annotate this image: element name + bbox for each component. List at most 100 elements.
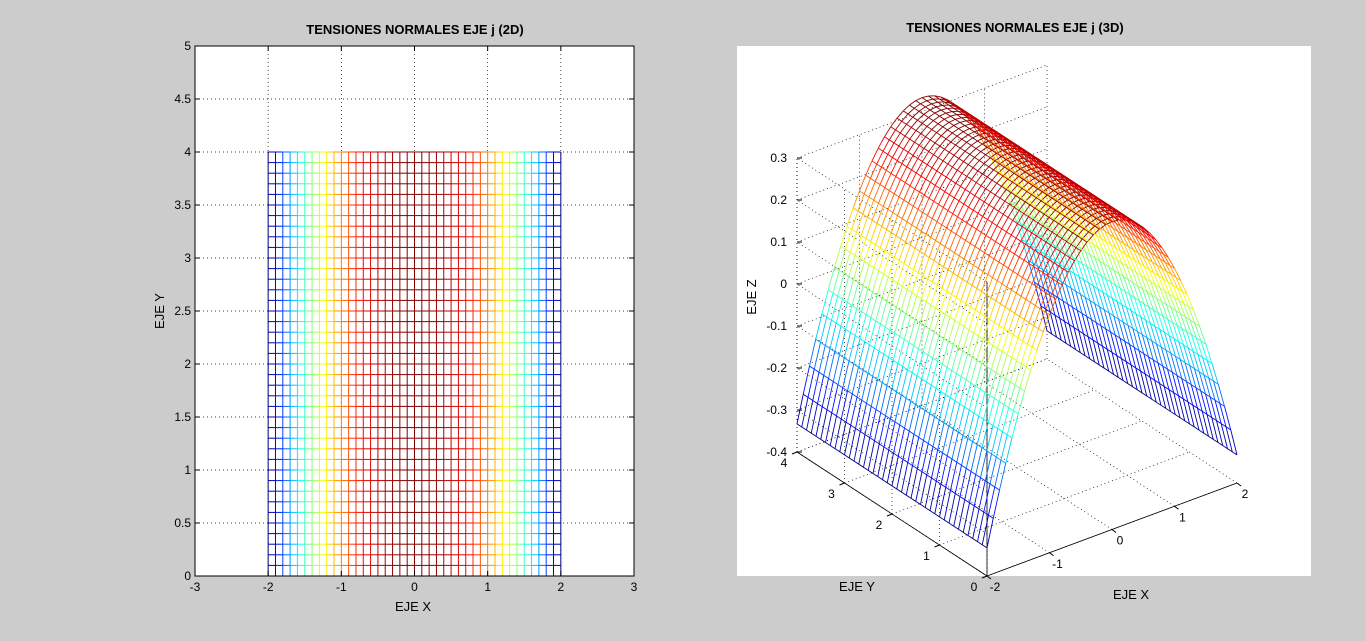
x-tick	[986, 575, 992, 580]
surface-segment	[1181, 378, 1189, 403]
surface-segment	[970, 360, 978, 383]
surface-segment	[872, 270, 880, 293]
y-tick-label: 2	[184, 357, 191, 371]
surface-segment	[913, 322, 921, 346]
surface-segment	[962, 502, 970, 533]
surface-segment	[856, 213, 864, 233]
surface-line	[871, 160, 1063, 286]
surface-segment	[902, 266, 910, 287]
surface-segment	[929, 132, 937, 141]
surface-segment	[1175, 356, 1183, 379]
surface-segment	[959, 468, 967, 497]
surface-segment	[974, 185, 982, 196]
axes-3d-background	[737, 46, 1311, 576]
surface-segment	[1135, 367, 1143, 393]
surface-segment	[936, 207, 944, 222]
surface-segment	[1202, 357, 1210, 379]
surface-segment	[949, 183, 957, 195]
surface-segment	[886, 212, 894, 230]
surface-segment	[893, 179, 901, 194]
surface-segment	[1121, 358, 1129, 384]
surface-segment	[954, 300, 962, 321]
x-tick-label: 3	[631, 580, 638, 594]
surface-segment	[914, 175, 922, 190]
surface-segment	[1088, 241, 1096, 259]
surface-line	[965, 115, 1156, 241]
surface-segment	[1008, 384, 1016, 408]
surface-segment	[1159, 383, 1167, 409]
surface-segment	[1156, 298, 1164, 317]
surface-segment	[980, 450, 988, 478]
surface-segment	[1115, 285, 1123, 305]
surface-segment	[953, 496, 961, 527]
surface-segment	[944, 141, 952, 150]
surface-segment	[1182, 398, 1190, 424]
surface-segment	[927, 332, 935, 356]
surface-segment	[1168, 335, 1176, 357]
surface-segment	[992, 325, 1000, 346]
surface-segment	[897, 199, 905, 216]
surface-segment	[802, 365, 810, 395]
floor-grid-y	[891, 420, 1143, 515]
surface-segment	[914, 133, 922, 143]
surface-segment	[1145, 249, 1153, 263]
surface-segment	[1011, 337, 1019, 358]
surface-segment	[868, 244, 876, 265]
surface-line	[971, 123, 1163, 249]
surface-segment	[1005, 357, 1013, 379]
surface-segment	[1004, 289, 1012, 308]
surface-segment	[846, 279, 854, 303]
surface-segment	[945, 132, 953, 140]
surface-segment	[922, 151, 930, 162]
surface-line	[1009, 201, 1200, 327]
surface-segment	[1186, 381, 1194, 406]
surface-segment	[1164, 290, 1172, 308]
surface-segment	[1033, 308, 1041, 326]
surface-segment	[899, 124, 907, 134]
surface-segment	[936, 266, 944, 286]
surface-segment	[902, 431, 910, 460]
surface-segment	[858, 434, 866, 465]
surface-segment	[913, 251, 921, 270]
surface-segment	[942, 425, 950, 453]
surface-segment	[1011, 274, 1019, 291]
surface-segment	[1084, 297, 1092, 320]
surface-segment	[947, 155, 955, 165]
surface-segment	[832, 270, 840, 294]
y-tick-label: 3	[184, 251, 191, 265]
y-tick-label: 3.5	[174, 198, 191, 212]
surface-segment	[984, 453, 992, 481]
surface-segment	[1142, 255, 1150, 270]
surface-segment	[1001, 331, 1009, 352]
surface-line	[903, 110, 1094, 236]
surface-segment	[839, 422, 847, 452]
surface-segment	[903, 185, 911, 201]
surface-segment	[938, 246, 946, 264]
surface-segment	[848, 255, 856, 277]
surface-segment	[882, 139, 890, 152]
surface-segment	[1137, 252, 1145, 267]
surface-segment	[1075, 291, 1083, 314]
surface-segment	[827, 267, 835, 290]
surface-segment	[966, 137, 974, 143]
surface-segment	[1097, 247, 1105, 265]
surface-segment	[948, 144, 956, 153]
surface-segment	[919, 178, 927, 193]
surface-segment	[1061, 281, 1069, 305]
surface-segment	[1139, 238, 1147, 250]
x-tick-label: 0	[1117, 534, 1124, 548]
surface-segment	[1159, 329, 1167, 351]
surface-segment	[1167, 369, 1175, 393]
surface-segment	[877, 136, 885, 149]
surface-segment	[883, 330, 891, 355]
surface-segment	[876, 273, 884, 296]
surface-segment	[955, 173, 963, 184]
surface-segment	[917, 194, 925, 210]
surface-segment	[1099, 227, 1107, 242]
surface-segment	[952, 200, 960, 214]
surface-segment	[916, 440, 924, 469]
surface-segment	[910, 375, 918, 402]
surface-segment	[1170, 307, 1178, 326]
surface-segment	[1102, 346, 1110, 372]
surface-segment	[1178, 300, 1186, 318]
